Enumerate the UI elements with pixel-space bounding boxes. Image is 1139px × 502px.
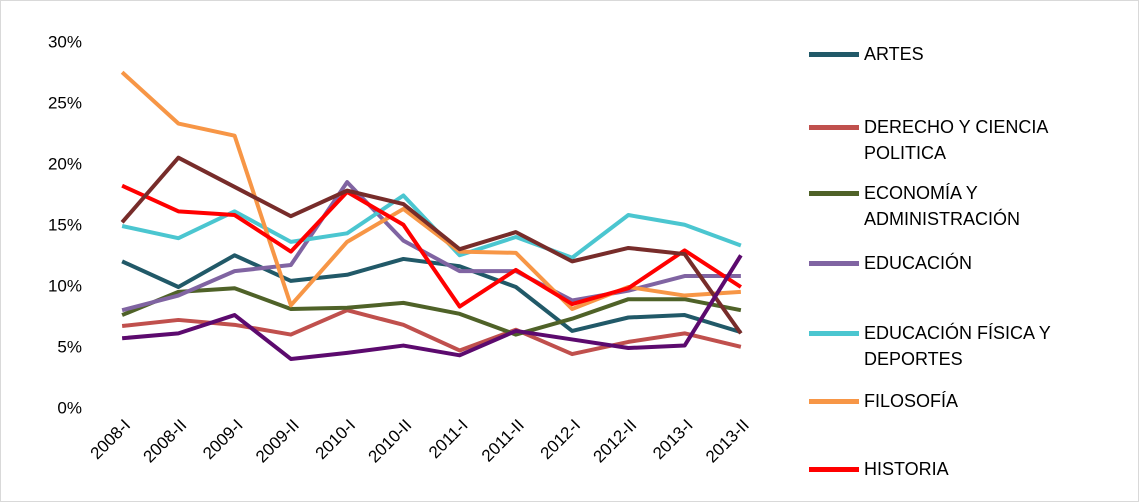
legend-swatch <box>809 331 859 336</box>
legend-swatch <box>809 52 859 57</box>
legend-swatch <box>809 125 859 130</box>
legend-swatch <box>809 399 859 404</box>
y-tick-label: 0% <box>57 398 82 417</box>
legend-item: EDUCACIÓN FÍSICA Y DEPORTES <box>809 320 1109 372</box>
legend-item: HISTORIA <box>809 456 1109 482</box>
x-tick-label: 2008-I <box>87 416 135 464</box>
x-tick-label: 2013-I <box>649 416 697 464</box>
legend-label: DERECHO Y CIENCIA POLITICA <box>864 117 1048 163</box>
y-tick-label: 25% <box>48 93 82 112</box>
legend-swatch <box>809 467 859 472</box>
x-tick-label: 2012-II <box>590 416 641 467</box>
x-tick-label: 2010-I <box>312 416 360 464</box>
legend-item: DERECHO Y CIENCIA POLITICA <box>809 114 1109 166</box>
legend-swatch <box>809 191 859 196</box>
y-tick-label: 5% <box>57 337 82 356</box>
series-line <box>121 286 742 337</box>
legend-label: HISTORIA <box>864 459 949 479</box>
legend-item: EDUCACIÓN <box>809 250 1109 276</box>
legend-label: EDUCACIÓN <box>864 253 973 273</box>
x-tick-label: 2013-II <box>702 416 753 467</box>
legend-label: ARTES <box>864 44 924 64</box>
x-tick-label: 2009-II <box>252 416 303 467</box>
series-line <box>120 70 742 311</box>
x-tick-label: 2008-II <box>140 416 191 467</box>
x-tick-label: 2011-I <box>425 416 472 463</box>
x-tick-label: 2009-I <box>199 416 247 464</box>
legend-item: ECONOMÍA Y ADMINISTRACIÓN <box>809 180 1109 232</box>
y-tick-label: 30% <box>48 32 82 51</box>
y-tick-label: 15% <box>48 215 82 234</box>
y-tick-label: 10% <box>48 276 82 295</box>
legend-item: FILOSOFÍA <box>809 388 1109 414</box>
x-tick-label: 2011-II <box>478 416 528 466</box>
series-line <box>121 254 743 361</box>
legend-item: ARTES <box>809 41 1109 67</box>
series-line <box>121 183 742 309</box>
series-line <box>121 308 742 357</box>
x-tick-label: 2010-II <box>365 416 416 467</box>
legend-label: EDUCACIÓN FÍSICA Y DEPORTES <box>864 323 1051 369</box>
series-line <box>120 155 743 335</box>
y-tick-label: 20% <box>48 154 82 173</box>
legend-swatch <box>809 261 859 266</box>
x-tick-label: 2012-I <box>537 416 585 464</box>
legend-label: FILOSOFÍA <box>864 391 959 411</box>
legend-label: ECONOMÍA Y ADMINISTRACIÓN <box>864 183 1021 229</box>
